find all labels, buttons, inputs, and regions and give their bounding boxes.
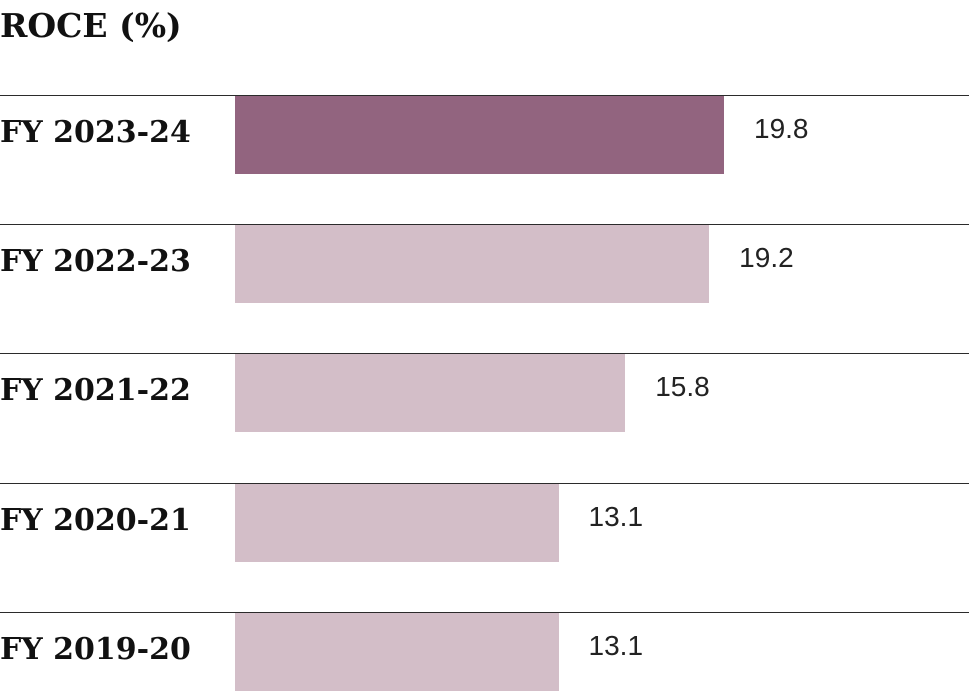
bar [235, 225, 710, 304]
row-divider [0, 95, 969, 96]
bar [235, 354, 626, 433]
bar [235, 483, 559, 562]
category-label: FY 2021-22 [0, 373, 191, 409]
value-label: 15.8 [655, 371, 710, 403]
row-divider [0, 353, 969, 355]
category-label: FY 2019-20 [0, 631, 191, 667]
bar [235, 96, 724, 174]
category-label: FY 2023-24 [0, 115, 191, 150]
value-label: 13.1 [588, 629, 644, 661]
bar [235, 612, 559, 691]
value-label: 19.8 [754, 113, 809, 144]
row-divider [0, 482, 969, 484]
category-label: FY 2020-21 [0, 502, 191, 538]
value-label: 19.2 [739, 242, 794, 274]
value-label: 13.1 [588, 500, 644, 532]
row-divider [0, 611, 969, 613]
chart-title: ROCE (%) [0, 6, 182, 45]
category-label: FY 2022-23 [0, 244, 191, 280]
row-divider [0, 224, 969, 226]
